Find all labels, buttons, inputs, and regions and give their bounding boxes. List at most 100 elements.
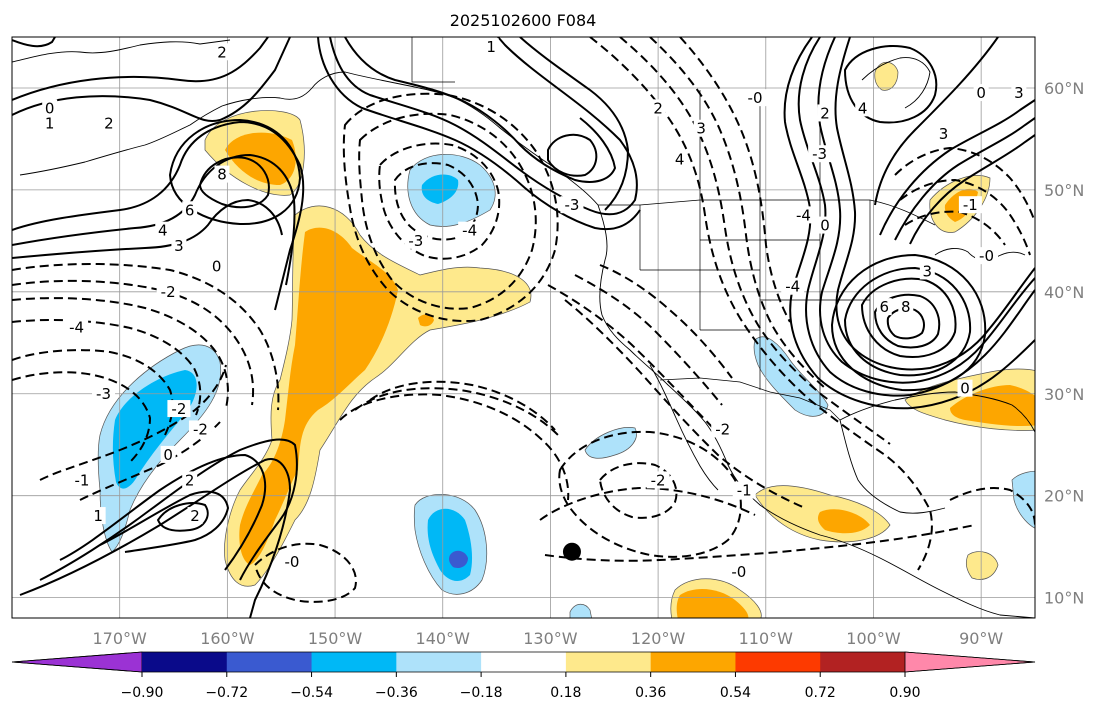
- contour-label: -3: [564, 196, 579, 214]
- negative-contour: [358, 112, 537, 310]
- contour-label: 6: [879, 298, 889, 316]
- contour-label: 2: [190, 507, 200, 525]
- negative-contour: [598, 462, 678, 519]
- contour-label: 0: [960, 380, 970, 398]
- colorbar-tick-label: 0.72: [805, 685, 836, 701]
- contour-label: -4: [785, 278, 800, 296]
- colorbar-swatch: [481, 652, 567, 672]
- colorbar-swatch: [226, 652, 313, 672]
- negative-contour: [589, 37, 933, 571]
- contour-label-bg: [958, 196, 982, 214]
- longitude-labels: 170°W 160°W 150°W 140°W 130°W 120°W 110°W 100°W…: [93, 629, 1004, 648]
- chart-title: 2025102600 F084: [450, 11, 597, 30]
- contour-label: -2: [193, 420, 208, 438]
- positive-contour: [168, 118, 302, 226]
- longitude-label: 120°W: [631, 629, 686, 648]
- colorbar-tick-label: 0.54: [720, 685, 751, 701]
- contour-label-bg: [855, 99, 871, 117]
- contour-label-bg: [560, 196, 584, 214]
- negative-contour: [342, 92, 559, 322]
- contour-label: 3: [696, 120, 706, 138]
- aleutian-islands: [19, 71, 599, 206]
- longitude-label: 110°W: [739, 629, 794, 648]
- mexico-east-coast: [839, 419, 946, 514]
- positive-anomaly-core: [225, 132, 296, 185]
- negative-anomaly-field: [584, 427, 637, 459]
- positive-contour: [12, 198, 283, 259]
- contour-label-bg: [743, 89, 767, 107]
- contour-label: -4: [462, 222, 477, 240]
- contour-label: 2: [185, 471, 195, 489]
- negative-anomaly-core: [421, 174, 459, 204]
- contour-label-bg: [650, 99, 666, 117]
- negative-contour: [253, 542, 357, 603]
- negative-contour: [12, 279, 255, 406]
- positive-contour: [879, 99, 1035, 236]
- positive-contour: [12, 153, 296, 286]
- negative-contour: [339, 393, 570, 501]
- positive-anomaly-field: [966, 551, 999, 580]
- contour-label-bg: [187, 507, 203, 525]
- positive-contour: [547, 133, 598, 177]
- contour-label: 1: [45, 115, 55, 133]
- contour-label-bg: [1011, 84, 1027, 102]
- contour-label: -0: [748, 89, 763, 107]
- contour-label: -2: [651, 471, 666, 489]
- contour-label-bg: [42, 114, 58, 132]
- positive-contour: [843, 266, 972, 377]
- positive-contour: [59, 453, 267, 571]
- contour-label: -0: [731, 563, 746, 581]
- contour-label-bg: [171, 236, 187, 254]
- latitude-label: 60°N: [1044, 79, 1084, 98]
- contour-label-bg: [167, 400, 191, 418]
- longitude-label: 170°W: [93, 629, 148, 648]
- positive-contour: [797, 37, 1035, 397]
- colorbar-tick-label: −0.18: [460, 685, 503, 701]
- contour-label-bg: [791, 206, 815, 224]
- map-frame: [11, 36, 1036, 619]
- negative-contour: [79, 421, 221, 501]
- contour-label-bg: [182, 471, 198, 489]
- contour-label-bg: [935, 124, 951, 142]
- latitude-label: 20°N: [1044, 487, 1084, 506]
- positive-contour: [12, 37, 56, 48]
- hudson-bay: [861, 57, 931, 109]
- contour-label: -2: [161, 283, 176, 301]
- negative-contour: [894, 146, 1035, 223]
- positive-contour: [817, 37, 1035, 384]
- colorbar-max-extension: [904, 651, 1036, 673]
- contour-label-bg: [727, 563, 751, 581]
- contour-label-bg: [458, 221, 482, 239]
- contour-label-bg: [156, 282, 180, 300]
- negative-contour: [564, 299, 806, 509]
- contour-label: 0: [212, 257, 222, 275]
- positive-contour: [874, 37, 999, 206]
- contour-label-bg: [672, 150, 688, 168]
- negative-contour: [547, 284, 716, 431]
- negative-contour: [369, 380, 556, 431]
- colorbar-tick-label: 0.36: [635, 685, 666, 701]
- contour-label: 4: [675, 150, 685, 168]
- positive-contour: [860, 277, 957, 358]
- negative-contour: [354, 387, 559, 436]
- contour-label-bg: [182, 201, 198, 219]
- contour-label-bg: [70, 471, 94, 489]
- contour-label-bg: [101, 114, 117, 132]
- positive-contour: [19, 458, 292, 618]
- contour-label: -2: [171, 400, 186, 418]
- contour-label-bg: [155, 221, 171, 239]
- contour-label-bg: [876, 298, 892, 316]
- contour-label: 2: [104, 115, 114, 133]
- negative-anomaly-field: [753, 336, 829, 417]
- longitude-label: 160°W: [200, 629, 255, 648]
- contour-label: -1: [737, 482, 752, 500]
- contour-label-bg: [919, 262, 935, 280]
- colorbar-swatch: [311, 652, 397, 672]
- contour-label-bg: [188, 420, 212, 438]
- contour-label: -4: [69, 319, 84, 337]
- contour-label: -0: [284, 553, 299, 571]
- positive-anomaly-core: [418, 314, 434, 327]
- contour-label: 2: [653, 99, 663, 117]
